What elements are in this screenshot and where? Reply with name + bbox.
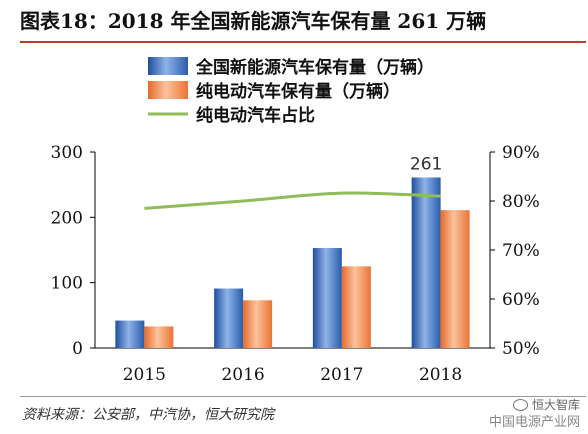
- legend-swatch-total: [148, 57, 188, 75]
- y-right-tick-label: 50%: [502, 339, 540, 359]
- bars: [115, 177, 470, 348]
- source-note: 资料来源：公安部，中汽协，恒大研究院: [22, 407, 274, 423]
- legend-label: 全国新能源汽车保有量（万辆）: [195, 57, 434, 78]
- y-right-tick-label: 60%: [502, 290, 540, 310]
- y-left-tick-label: 200: [51, 208, 83, 228]
- watermark-brand: 恒大智库: [420, 396, 580, 414]
- bar-total: [115, 320, 145, 348]
- bar-total: [214, 288, 244, 348]
- watermark-line2: 中国电源产业网: [488, 415, 580, 430]
- watermark: 恒大智库 中国电源产业网: [420, 396, 580, 434]
- y-left-tick-label: 0: [72, 339, 83, 359]
- data-label: 261: [410, 154, 442, 174]
- watermark-line1: 恒大智库: [531, 398, 580, 412]
- bar-total: [312, 248, 342, 348]
- bar-bev: [144, 326, 174, 348]
- bar-bev: [341, 266, 371, 348]
- x-tick-label: 2018: [419, 365, 462, 385]
- axes: 0 100 200 300 50% 60% 70% 80% 90% 2015 2016 2017 201…: [51, 143, 540, 385]
- title-rule: [20, 41, 586, 43]
- legend-label: 纯电动汽车保有量（万辆）: [196, 81, 400, 102]
- y-right-tick-label: 90%: [502, 143, 540, 163]
- legend: 全国新能源汽车保有量（万辆） 纯电动汽车保有量（万辆） 纯电动汽车占比: [148, 57, 434, 126]
- legend-swatch-bev: [148, 81, 188, 99]
- labels: 261: [410, 154, 442, 174]
- chart: 全国新能源汽车保有量（万辆） 纯电动汽车保有量（万辆） 纯电动汽车占比 0 100 20…: [51, 57, 540, 385]
- bar-bev: [243, 300, 273, 348]
- x-tick-label: 2015: [123, 365, 166, 385]
- line-layer: [144, 191, 441, 210]
- legend-label: 纯电动汽车占比: [196, 105, 315, 126]
- y-right-tick-label: 70%: [502, 241, 540, 261]
- bar-total: [411, 177, 441, 348]
- line-bev-share: [144, 191, 441, 210]
- source-rule: [20, 396, 586, 397]
- y-left-tick-label: 100: [51, 274, 83, 294]
- wechat-icon: [512, 398, 528, 411]
- x-tick-label: 2017: [320, 365, 363, 385]
- chart-title: 图表18：2018 年全国新能源汽车保有量 261 万辆: [20, 9, 487, 33]
- x-tick-label: 2016: [221, 365, 264, 385]
- y-right-tick-label: 80%: [502, 192, 540, 212]
- bar-bev: [440, 210, 470, 348]
- y-left-tick-label: 300: [51, 143, 83, 163]
